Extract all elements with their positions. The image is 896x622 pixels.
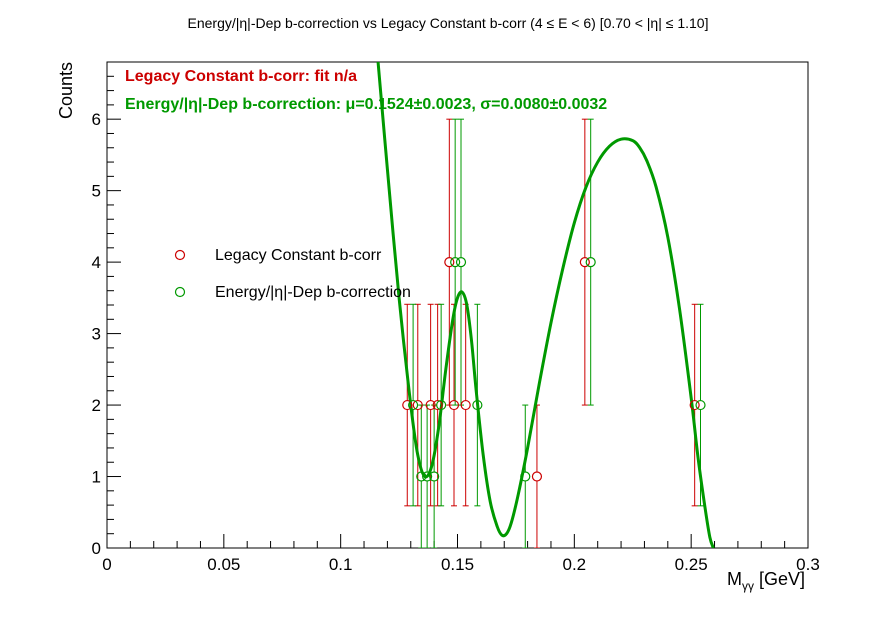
data-point [531,471,543,482]
error-bars [404,118,704,548]
legend-marker-energy [174,286,186,298]
x-axis-label: Mγγ [GeV] [727,569,805,593]
fit-curve [376,62,715,548]
fit-curve-group [376,62,715,548]
legend-label-legacy: Legacy Constant b-corr [215,247,382,264]
data-point [436,399,447,411]
legend-label-energy: Energy/|η|-Dep b-correction [215,284,411,301]
data-markers [402,257,706,482]
x-axis-label-subscript: γγ [742,579,754,593]
data-point [416,471,427,482]
plot-frame [106,61,809,549]
data-point [450,257,461,268]
x-axis-label-unit: [GeV] [754,569,805,589]
x-tick-label: 0.15 [441,555,474,574]
y-axis: 0 1 2 3 4 5 6 [92,61,121,558]
x-tick-label: 0.25 [675,555,708,574]
x-tick-label: 0.3 [796,555,820,574]
x-tick-label: 0.05 [207,555,240,574]
data-point [520,471,531,482]
data-point [429,471,440,482]
data-point [412,399,423,411]
y-tick-label: 6 [92,110,101,129]
data-point [402,399,413,411]
y-tick-label: 1 [92,468,101,487]
data-point [432,399,443,411]
annotation-legacy-fit: Legacy Constant b-corr: fit n/a [125,68,357,85]
data-point [425,399,436,411]
x-tick-label: 0.2 [563,555,587,574]
data-point [695,399,706,411]
x-axis-label-main: M [727,569,742,589]
legend: Legacy Constant b-corr Energy/|η|-Dep b-… [174,247,411,301]
y-tick-label: 0 [92,539,101,558]
x-axis: 0 0.05 0.1 0.15 0.2 0.25 0.3 [102,534,820,574]
data-point [422,471,433,482]
data-point [579,257,590,268]
y-tick-label: 2 [92,396,101,415]
data-point [448,399,460,411]
x-tick-label: 0 [102,555,111,574]
data-point [689,399,700,411]
y-axis-label: Counts [56,62,76,119]
x-tick-label: 0.1 [329,555,353,574]
data-point [408,399,419,411]
legend-marker-legacy [174,249,186,261]
y-tick-label: 5 [92,182,101,201]
data-point [460,399,471,411]
y-tick-label: 3 [92,325,101,344]
annotation-energy-fit: Energy/|η|-Dep b-correction: μ=0.1524±0.… [125,96,607,113]
data-point [444,257,455,268]
y-tick-label: 4 [92,253,101,272]
data-point [585,257,596,268]
data-point [472,399,483,411]
chart-title: Energy/|η|-Dep b-correction vs Legacy Co… [188,15,709,31]
data-point [455,257,467,268]
